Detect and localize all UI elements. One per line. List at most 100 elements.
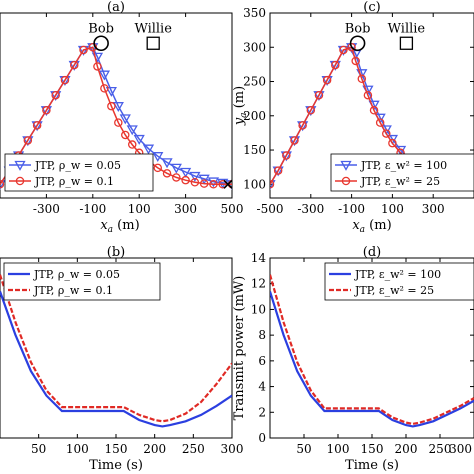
x-tick-label: 200 <box>143 442 166 456</box>
plot-area <box>0 274 232 428</box>
data-point <box>218 180 227 189</box>
y-tick-label: 4 <box>258 380 266 394</box>
data-point <box>152 152 164 163</box>
data-point <box>93 62 102 71</box>
chart-panel-b: (b) 50 100 150 200 250 300 Time (s) JTP, ρ_w = 0… <box>0 245 243 473</box>
data-point <box>161 158 173 169</box>
data-point <box>14 160 26 171</box>
bob-marker <box>349 35 366 52</box>
x-tick-label: 50 <box>31 442 46 456</box>
data-point <box>340 160 352 171</box>
y-axis-label: Transmit power (mW) <box>232 276 247 421</box>
x-tick-label: -100 <box>79 202 106 216</box>
y-tick-label: 250 <box>243 75 266 89</box>
data-point <box>69 60 79 70</box>
x-tick-label: 250 <box>182 442 205 456</box>
data-point <box>369 106 379 115</box>
series-line-1 <box>270 274 474 426</box>
series-line-1 <box>0 46 232 186</box>
endpoint-x-marker <box>223 179 233 189</box>
data-point <box>79 45 88 55</box>
data-point <box>322 75 332 85</box>
data-point <box>127 140 137 149</box>
data-point <box>162 169 172 178</box>
willie-marker <box>146 36 160 50</box>
data-point <box>170 163 182 174</box>
data-point <box>121 130 130 140</box>
x-tick-label: -300 <box>297 202 324 216</box>
y-axis-label: ya (m) <box>232 86 249 126</box>
y-tick-label: 6 <box>258 354 266 368</box>
data-point <box>306 106 316 115</box>
data-point <box>375 118 385 127</box>
plot-area <box>270 43 439 191</box>
willie-marker <box>399 36 414 50</box>
x-axis-label: Time (s) <box>345 458 399 473</box>
data-point <box>189 171 201 182</box>
data-point <box>42 106 51 115</box>
x-tick-label: 300 <box>221 442 244 456</box>
data-point <box>51 90 60 100</box>
data-point <box>282 151 291 160</box>
chart-panel-c: (c) -500 -300 -100 100 300 100 150 200 250 300 350 x… <box>232 0 474 235</box>
legend-label-0: JTP, ε_w² = 100 <box>354 268 441 281</box>
x-tick-label: 150 <box>105 442 128 456</box>
data-point <box>119 114 131 125</box>
data-point <box>217 178 229 189</box>
x-tick-label: 500 <box>221 202 244 216</box>
willie-label: Willie <box>388 21 426 36</box>
y-tick-label: 200 <box>243 109 266 123</box>
willie-label: Willie <box>134 21 172 36</box>
legend-label-0: JTP, ρ_w = 0.05 <box>34 159 121 172</box>
legend: JTP, ε_w² = 100 JTP, ε_w² = 25 <box>324 262 474 301</box>
series-line-0 <box>270 291 474 428</box>
legend-box <box>4 153 154 192</box>
data-point <box>0 180 6 191</box>
data-point <box>331 60 340 70</box>
bob-label: Bob <box>345 21 371 36</box>
data-point <box>290 136 299 145</box>
y-tick-label: 2 <box>258 405 266 419</box>
y-tick-label: 150 <box>243 143 266 157</box>
x-tick-label: 300 <box>174 202 197 216</box>
data-point <box>298 121 307 130</box>
y-tick-label: 300 <box>243 40 266 54</box>
legend-label-1: JTP, ρ_w = 0.1 <box>33 284 113 297</box>
y-tick-label: 100 <box>243 177 266 191</box>
x-tick-label: -300 <box>33 202 60 216</box>
data-point <box>209 180 218 189</box>
legend-label-1: JTP, ρ_w = 0.1 <box>34 175 114 188</box>
data-point <box>347 43 356 52</box>
data-point <box>100 84 109 93</box>
y-tick-label: 12 <box>251 277 266 291</box>
data-point <box>181 175 190 185</box>
data-point <box>388 138 397 148</box>
data-point <box>153 163 163 173</box>
data-point <box>357 74 367 84</box>
data-point <box>179 167 192 178</box>
data-point <box>172 173 181 182</box>
data-point <box>382 129 391 138</box>
y-tick-label: 14 <box>251 251 267 265</box>
bob-label: Bob <box>88 21 114 36</box>
x-tick-label: 200 <box>395 442 418 456</box>
x-tick-label: 250 <box>429 442 452 456</box>
x-tick-label: 150 <box>361 442 384 456</box>
data-point <box>107 101 116 111</box>
data-point <box>23 136 33 145</box>
axes-frame <box>269 12 474 199</box>
x-tick-label: 100 <box>327 442 350 456</box>
x-tick-label: 100 <box>381 202 404 216</box>
legend-label-0: JTP, ρ_w = 0.05 <box>33 268 120 281</box>
panel-label: (c) <box>363 0 380 15</box>
data-point <box>351 56 360 66</box>
legend-box <box>324 262 474 301</box>
data-point <box>15 176 25 186</box>
data-point <box>190 177 200 187</box>
panel-label: (a) <box>107 0 125 15</box>
series-line-1 <box>0 274 232 423</box>
y-tick-label: 8 <box>258 328 266 342</box>
axes-frame <box>0 12 233 199</box>
bob-marker <box>93 35 109 52</box>
